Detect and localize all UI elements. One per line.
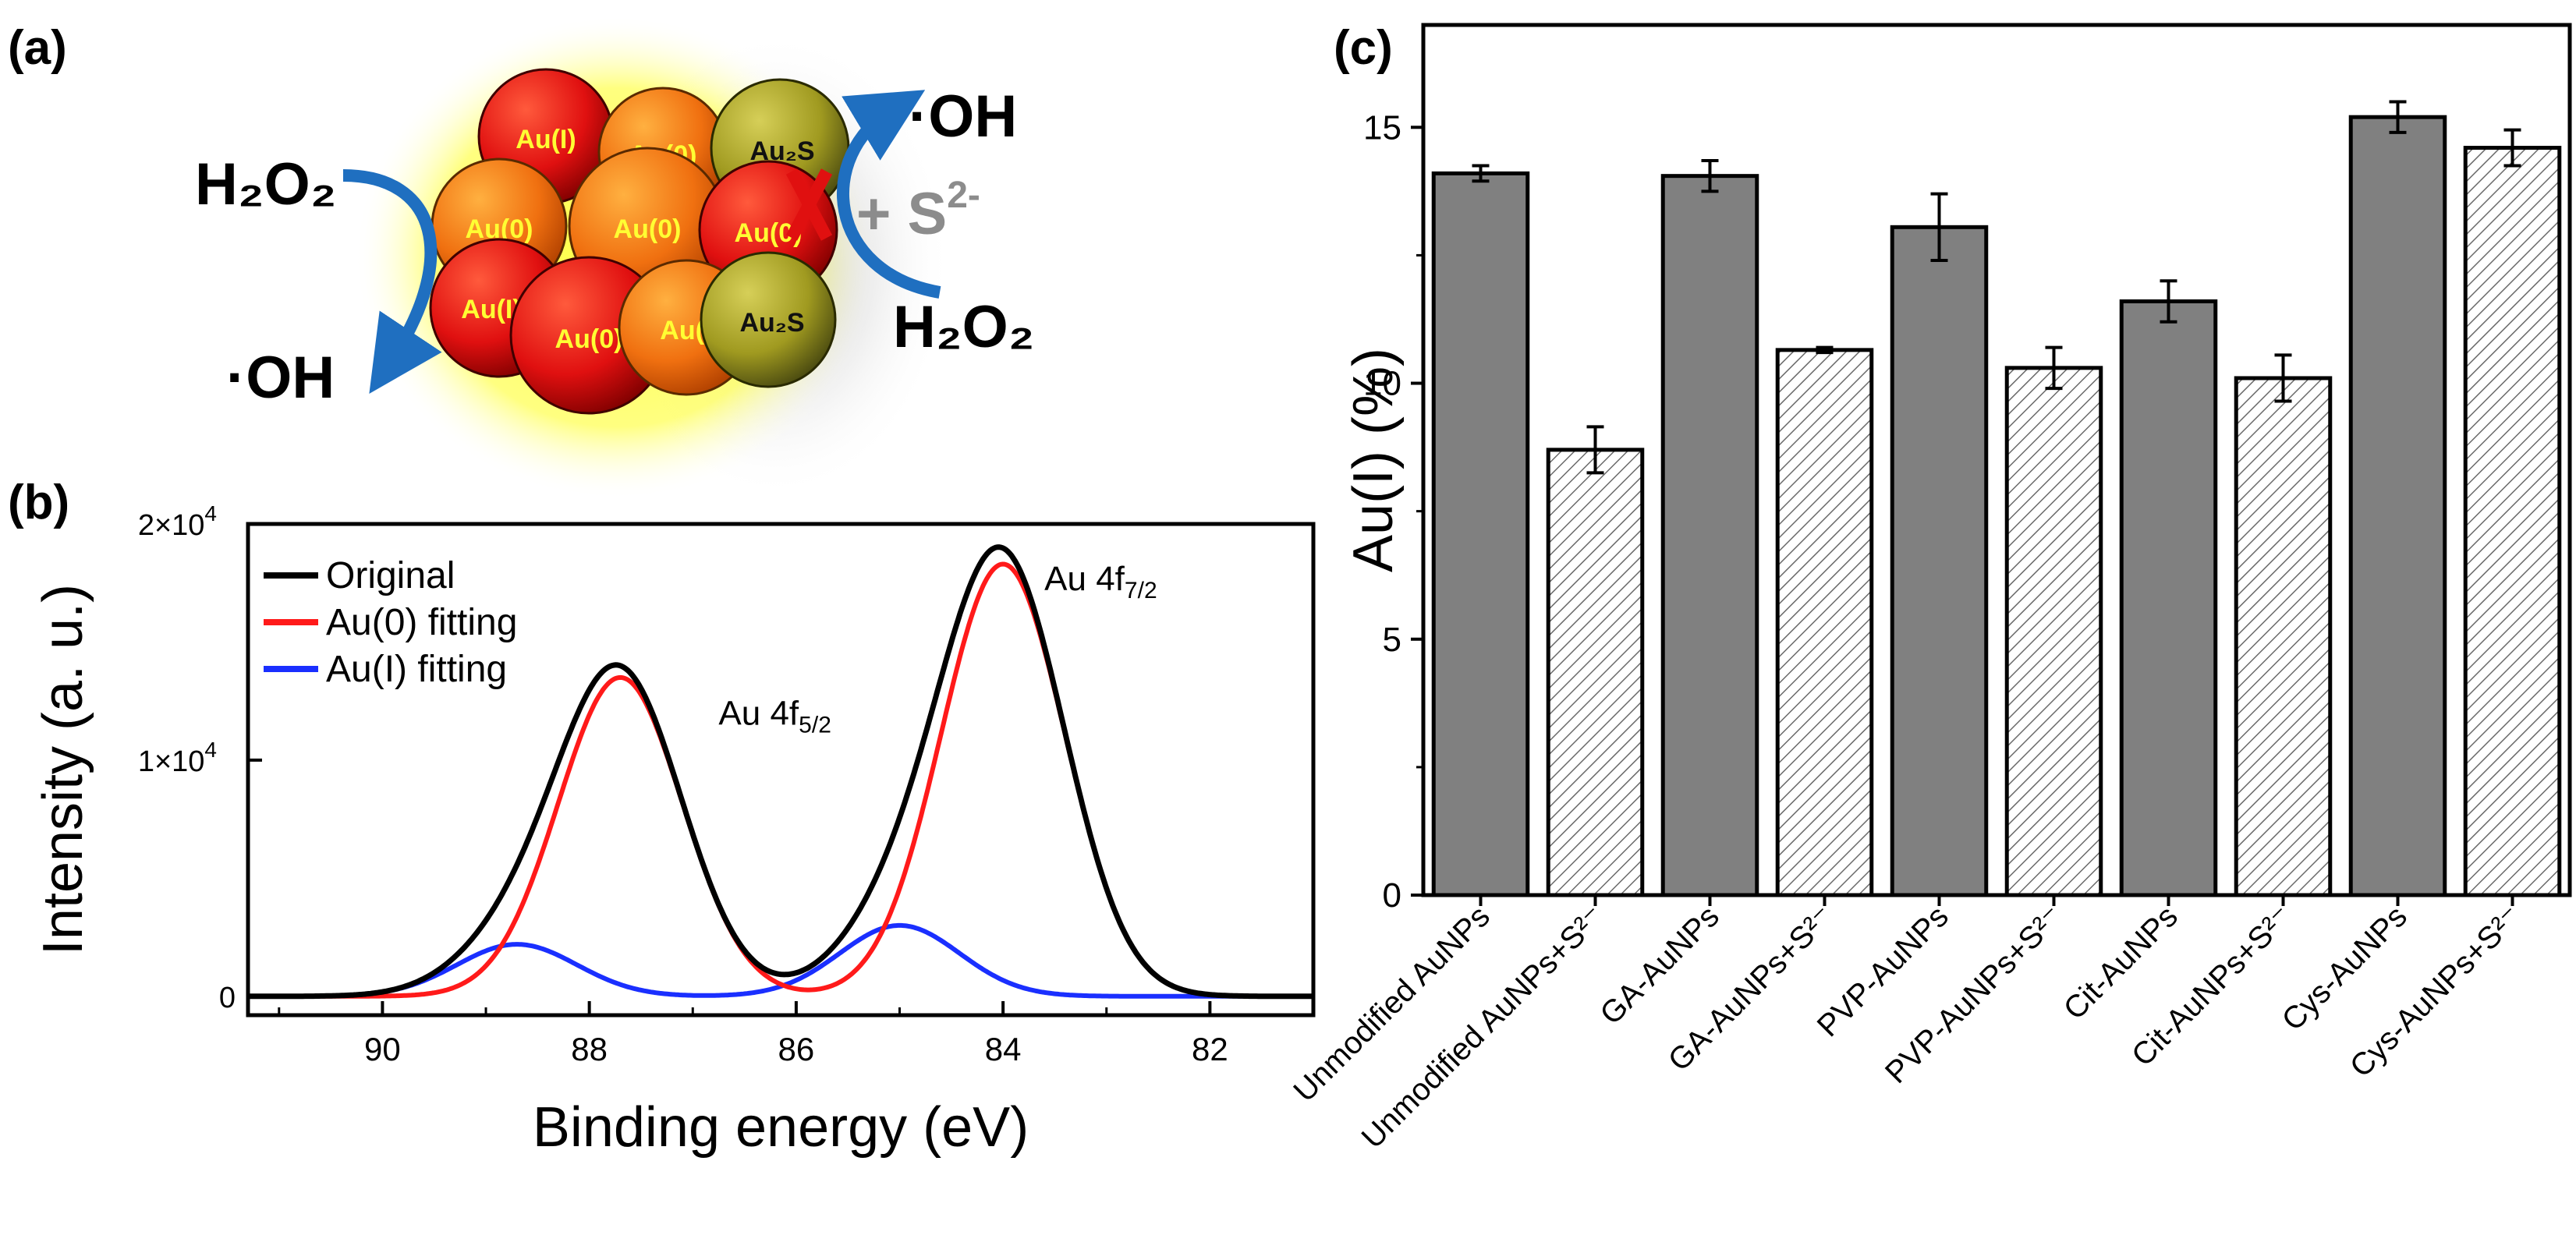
- x-axis-label: Binding energy (eV): [533, 1096, 1029, 1159]
- x-tick-label: Unmodified AuNPs+S²⁻: [1355, 899, 1611, 1155]
- bar: [1431, 171, 1530, 897]
- peak-annotation: Au 4f7/2: [1044, 560, 1157, 603]
- arrow-h2o2-left: [342, 169, 442, 394]
- x-tick-label: 84: [985, 1031, 1022, 1067]
- y-tick-label: 1×104: [138, 738, 217, 778]
- x-tick-label: Cit-AuNPs: [2057, 899, 2184, 1026]
- label-h2o2-right: H₂O₂: [893, 294, 1035, 360]
- panel-b: (b) 90 88 86 84 82 0 1×104 2×104 Binding energy …: [8, 476, 1316, 1159]
- blocked-cross-icon: [785, 168, 833, 241]
- y-tick-label: 0: [219, 982, 236, 1014]
- label-oh-left: ·OH: [226, 345, 335, 411]
- peak-annotation: Au 4f5/2: [718, 694, 831, 738]
- arrow-h2o2-right: [836, 90, 941, 299]
- y-tick-label: 2×104: [138, 501, 217, 542]
- x-tick-label: Unmodified AuNPs: [1287, 899, 1497, 1109]
- y-tick-label: 15: [1363, 108, 1401, 147]
- y-tick-label: 0: [1383, 876, 1401, 915]
- y-tick-label: 5: [1383, 621, 1401, 659]
- label-sulfide: + S2-: [856, 175, 980, 247]
- legend-label: Au(I) fitting: [326, 649, 507, 690]
- y-axis-label: Au(I) (%): [1342, 348, 1405, 572]
- bar: [1660, 174, 1759, 897]
- y-axis-label: Intensity (a. u.): [32, 584, 94, 955]
- bar: [2004, 366, 2103, 897]
- bar: [2348, 115, 2447, 897]
- svg-text:Au(0): Au(0): [555, 324, 623, 354]
- panel-b-label: (b): [8, 476, 69, 529]
- legend-label: Original: [326, 555, 455, 596]
- xps-plot: 90 88 86 84 82 0 1×104 2×104 Binding energy (eV)…: [32, 501, 1316, 1159]
- legend-label: Au(0) fitting: [326, 602, 517, 643]
- series-original: [248, 544, 1313, 1000]
- sphere-au2s-bottom: Au₂S: [700, 251, 837, 388]
- svg-text:Au(I): Au(I): [516, 125, 576, 154]
- x-tick-label: 86: [778, 1031, 815, 1067]
- x-tick-label: 90: [364, 1031, 401, 1067]
- bar: [2119, 299, 2218, 897]
- bar: [2234, 376, 2333, 897]
- bar: [1546, 448, 1645, 897]
- nanoparticle-cluster: Au(I) Au(0) Au₂S Au(0) Au(0) Au(0): [429, 68, 850, 415]
- panel-a-label: (a): [8, 21, 67, 75]
- panel-c-label: (c): [1334, 21, 1393, 75]
- label-h2o2-left: H₂O₂: [195, 151, 337, 218]
- bar: [1775, 348, 1874, 897]
- svg-text:Au₂S: Au₂S: [739, 308, 804, 338]
- bar: [2463, 146, 2562, 897]
- bar: [1890, 225, 1989, 897]
- plot-frame: [1421, 23, 2572, 897]
- plot-frame: [246, 522, 1316, 1018]
- label-oh-right: ·OH: [909, 83, 1017, 150]
- x-tick-label: 88: [571, 1031, 608, 1067]
- panel-a: (a) Au(I) Au(0) Au₂S Au(0) Au(0): [8, 16, 1035, 499]
- svg-text:Au(0): Au(0): [614, 214, 682, 244]
- x-tick-label: 82: [1192, 1031, 1228, 1067]
- y-tick-label: 10: [1363, 365, 1401, 403]
